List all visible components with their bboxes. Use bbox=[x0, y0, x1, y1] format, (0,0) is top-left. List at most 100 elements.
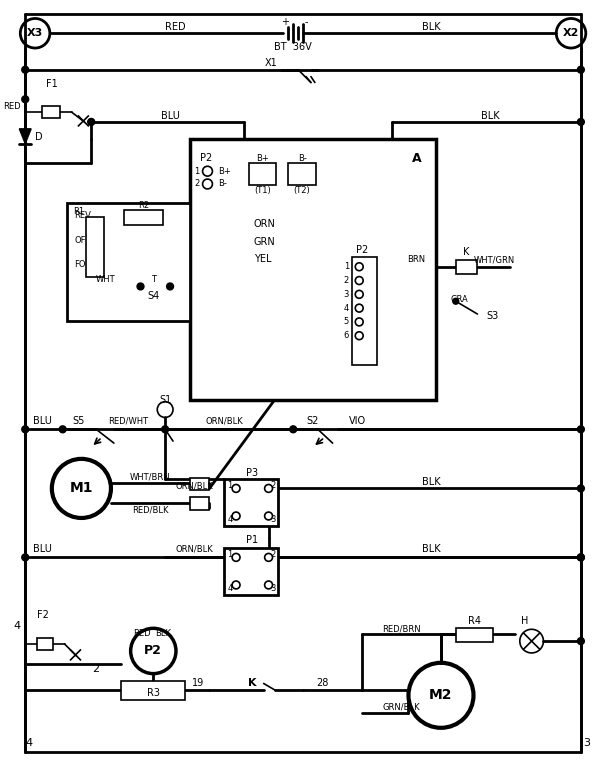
Text: R3: R3 bbox=[147, 689, 160, 699]
Text: BLU: BLU bbox=[32, 545, 52, 555]
Text: K: K bbox=[248, 679, 256, 689]
Bar bbox=[190, 477, 209, 490]
Circle shape bbox=[88, 119, 94, 125]
Circle shape bbox=[290, 426, 296, 433]
Text: 2: 2 bbox=[92, 663, 100, 674]
Text: -: - bbox=[304, 18, 308, 28]
Bar bbox=[288, 163, 316, 185]
Circle shape bbox=[355, 332, 363, 339]
Text: S4: S4 bbox=[147, 291, 160, 301]
Text: P1: P1 bbox=[246, 535, 258, 545]
Circle shape bbox=[137, 283, 144, 290]
Bar bbox=[121, 680, 185, 700]
Text: RED/BRN: RED/BRN bbox=[382, 625, 421, 633]
Text: RED/BLK: RED/BLK bbox=[132, 506, 169, 515]
Text: ORN/BLK: ORN/BLK bbox=[176, 545, 214, 554]
Text: BLK: BLK bbox=[422, 545, 440, 555]
Text: M1: M1 bbox=[70, 481, 93, 496]
Bar bbox=[249, 163, 277, 185]
Text: WHT/BRN: WHT/BRN bbox=[130, 472, 170, 481]
Bar bbox=[190, 139, 436, 400]
Text: 2: 2 bbox=[344, 276, 349, 285]
Text: 2: 2 bbox=[270, 481, 275, 490]
Circle shape bbox=[577, 426, 584, 433]
Text: 3: 3 bbox=[583, 738, 590, 748]
Text: 2: 2 bbox=[270, 550, 275, 559]
Text: (T2): (T2) bbox=[293, 186, 310, 195]
Text: WHT/GRN: WHT/GRN bbox=[473, 255, 515, 264]
Circle shape bbox=[22, 67, 29, 74]
Text: 3: 3 bbox=[344, 290, 349, 299]
Text: P2: P2 bbox=[200, 153, 212, 163]
Text: + WHEN: + WHEN bbox=[226, 494, 262, 502]
Text: REV: REV bbox=[74, 211, 91, 220]
Text: S5: S5 bbox=[72, 417, 85, 427]
Text: ORN/BLK: ORN/BLK bbox=[205, 417, 243, 426]
Text: R2: R2 bbox=[138, 201, 149, 210]
Text: B+: B+ bbox=[256, 154, 269, 163]
Text: FOR: FOR bbox=[74, 260, 92, 270]
Text: 4: 4 bbox=[227, 516, 233, 525]
Text: 4: 4 bbox=[13, 621, 20, 631]
Text: 2: 2 bbox=[194, 179, 200, 188]
Text: BLK: BLK bbox=[155, 629, 171, 638]
Bar bbox=[352, 257, 377, 365]
Circle shape bbox=[577, 485, 584, 492]
Text: BLK: BLK bbox=[481, 111, 500, 121]
Bar bbox=[456, 628, 493, 642]
Text: 3: 3 bbox=[270, 516, 275, 525]
Circle shape bbox=[355, 304, 363, 312]
Text: T: T bbox=[151, 275, 156, 284]
Text: 1: 1 bbox=[194, 167, 200, 175]
Text: S3: S3 bbox=[486, 311, 499, 321]
Text: P3: P3 bbox=[246, 468, 258, 478]
Text: X2: X2 bbox=[563, 28, 579, 38]
Circle shape bbox=[577, 67, 584, 74]
Text: B-: B- bbox=[298, 154, 307, 163]
Text: RED: RED bbox=[133, 629, 151, 638]
Text: M2 (T4): M2 (T4) bbox=[224, 499, 256, 509]
Circle shape bbox=[22, 554, 29, 561]
Text: 4: 4 bbox=[25, 738, 32, 748]
Bar bbox=[67, 203, 190, 321]
Text: B-: B- bbox=[218, 179, 227, 188]
Circle shape bbox=[161, 426, 169, 433]
Text: RED/WHT: RED/WHT bbox=[107, 417, 148, 426]
Circle shape bbox=[265, 484, 272, 493]
Text: S2: S2 bbox=[307, 417, 319, 427]
Bar bbox=[224, 548, 278, 595]
Text: S1: S1 bbox=[159, 394, 171, 404]
Text: BRN: BRN bbox=[407, 255, 425, 264]
Text: OFF: OFF bbox=[74, 236, 91, 244]
Circle shape bbox=[577, 554, 584, 561]
Text: ORN/BLK: ORN/BLK bbox=[176, 482, 214, 491]
Text: P2: P2 bbox=[356, 245, 368, 255]
Circle shape bbox=[577, 637, 584, 644]
Text: BLK: BLK bbox=[422, 476, 440, 486]
Bar bbox=[86, 218, 104, 277]
Text: GRN: GRN bbox=[254, 237, 275, 247]
Text: X1: X1 bbox=[265, 57, 278, 68]
Text: 5: 5 bbox=[344, 317, 349, 326]
Circle shape bbox=[88, 119, 94, 125]
Text: X3: X3 bbox=[27, 28, 43, 38]
Bar bbox=[224, 479, 278, 525]
Circle shape bbox=[265, 512, 272, 520]
Text: RED: RED bbox=[164, 22, 185, 32]
Circle shape bbox=[88, 119, 95, 126]
Bar bbox=[190, 497, 209, 510]
Text: 4: 4 bbox=[344, 303, 349, 313]
Text: GRA: GRA bbox=[451, 295, 469, 304]
Text: F2: F2 bbox=[37, 610, 49, 620]
Text: M1 (T3): M1 (T3) bbox=[224, 480, 256, 489]
Text: RED: RED bbox=[2, 102, 20, 110]
Circle shape bbox=[22, 426, 29, 433]
Bar bbox=[42, 106, 60, 118]
Text: H: H bbox=[521, 617, 529, 627]
Text: FORWARD: FORWARD bbox=[223, 506, 265, 515]
Text: BT  36V: BT 36V bbox=[274, 42, 312, 52]
Text: A: A bbox=[412, 152, 421, 165]
Text: ORN: ORN bbox=[254, 219, 275, 229]
Text: 3: 3 bbox=[270, 584, 275, 594]
Circle shape bbox=[232, 581, 240, 589]
